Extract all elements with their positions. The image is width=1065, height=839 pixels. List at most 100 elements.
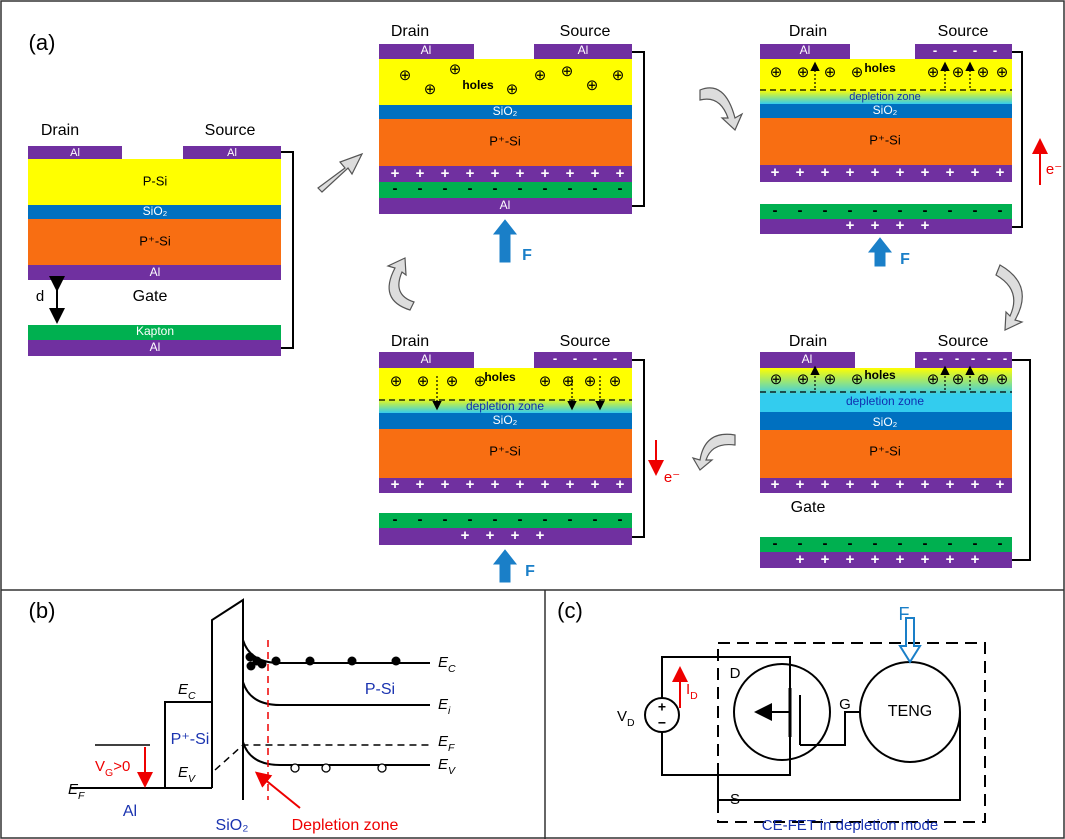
label: Al (227, 147, 237, 159)
label-part: D (627, 717, 635, 729)
hole: ⊕ (851, 64, 864, 81)
label: depletion zone (846, 394, 924, 408)
label: P⁺-Si (171, 731, 210, 748)
charge: - (593, 350, 597, 365)
label: Al (150, 340, 161, 354)
charge: - (898, 535, 903, 552)
charge: + (946, 476, 955, 493)
hole: ⊕ (952, 371, 965, 388)
electron (272, 657, 281, 666)
label: e⁻ (1046, 161, 1062, 178)
charge: + (896, 551, 905, 568)
force-label: F (522, 247, 532, 264)
charge: - (568, 180, 573, 197)
force-arrow (494, 550, 516, 582)
charge: - (468, 511, 473, 528)
hole: ⊕ (390, 373, 403, 390)
label-part: C (448, 663, 456, 675)
label-part: >0 (113, 758, 130, 775)
label-part: V (95, 758, 105, 775)
band-edge (243, 682, 430, 705)
charge: + (541, 476, 550, 493)
electron (258, 660, 267, 669)
wire (632, 360, 644, 537)
polarity: − (658, 715, 666, 731)
charge: - (933, 42, 937, 57)
hole: ⊕ (797, 64, 810, 81)
charge: - (573, 350, 577, 365)
charge: - (393, 511, 398, 528)
charge: + (971, 164, 980, 181)
charge: + (921, 551, 930, 568)
charge: + (871, 476, 880, 493)
charge: + (391, 476, 400, 493)
charge: - (543, 180, 548, 197)
label-part: V (188, 773, 196, 785)
charge: + (771, 164, 780, 181)
charge: + (946, 551, 955, 568)
label-part: F (448, 742, 455, 754)
label: d (36, 288, 44, 305)
charge: + (946, 164, 955, 181)
label: Source (560, 23, 611, 40)
charge: + (871, 217, 880, 234)
hole: ⊕ (770, 64, 783, 81)
charge: - (955, 350, 959, 365)
hole: ⊕ (977, 371, 990, 388)
charge: + (846, 217, 855, 234)
charge: + (846, 551, 855, 568)
label: CE-FET in depletion mode (762, 817, 938, 834)
label: EV (438, 756, 456, 777)
charge: + (516, 476, 525, 493)
label: Ei (438, 696, 451, 717)
wire (1012, 360, 1030, 560)
hole: ⊕ (561, 63, 574, 80)
charge: + (511, 527, 520, 544)
charge: - (973, 42, 977, 57)
label: SiO₂ (873, 103, 898, 117)
label: F (899, 604, 910, 624)
charge: + (821, 164, 830, 181)
label-part: V (617, 708, 627, 725)
label: SiO₂ (143, 204, 168, 218)
label: P⁺-Si (489, 133, 521, 148)
hole: ⊕ (584, 373, 597, 390)
charge: + (971, 476, 980, 493)
layer (379, 528, 632, 545)
charge: - (823, 202, 828, 219)
charge: - (848, 535, 853, 552)
panel-label: (b) (29, 598, 56, 623)
charge: + (416, 476, 425, 493)
hole: ⊕ (770, 371, 783, 388)
hole (291, 764, 299, 772)
layer (760, 219, 1012, 234)
charge: - (543, 511, 548, 528)
substrate-arrow (754, 703, 772, 721)
charge: + (536, 527, 545, 544)
charge: - (418, 511, 423, 528)
charge: - (971, 350, 975, 365)
label: e⁻ (664, 469, 680, 486)
charge: - (798, 202, 803, 219)
force-label: F (900, 251, 910, 268)
wire (632, 52, 644, 206)
curved-arrow (693, 434, 735, 470)
label-part: G (105, 767, 113, 779)
label: Al (70, 147, 80, 159)
label: D (730, 665, 741, 682)
hole: ⊕ (824, 64, 837, 81)
charge: + (466, 476, 475, 493)
charge: - (773, 535, 778, 552)
charge: + (921, 476, 930, 493)
wire (662, 657, 960, 800)
label: TENG (888, 703, 932, 720)
hole: ⊕ (424, 81, 437, 98)
label: Al (800, 43, 811, 57)
charge: - (553, 350, 557, 365)
hole: ⊕ (927, 64, 940, 81)
charge: + (846, 164, 855, 181)
charge: + (486, 527, 495, 544)
label: Gate (791, 499, 826, 516)
charge: - (518, 511, 523, 528)
label: P⁺-Si (869, 443, 901, 458)
